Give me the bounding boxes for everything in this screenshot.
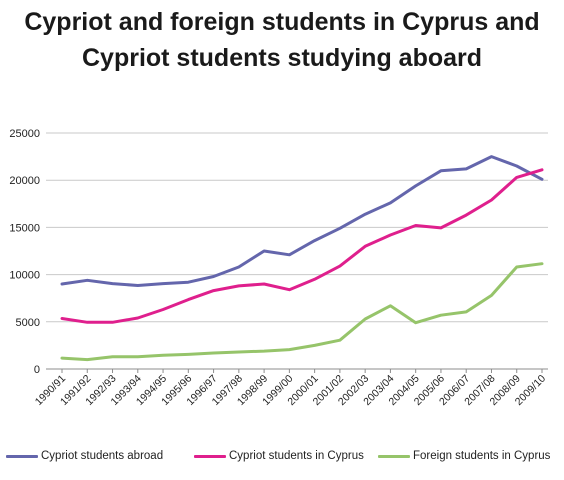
y-tick-label: 10000: [9, 270, 40, 282]
series-line-cyprus: [60, 168, 544, 324]
x-tick-labels: 1990/911991/921992/931993/941994/951995/…: [33, 373, 548, 408]
legend-item-abroad: Cypriot students abroad: [6, 446, 163, 466]
legend-swatch-abroad: [6, 454, 38, 458]
gridlines: [46, 132, 548, 323]
y-tick-label: 5000: [16, 317, 40, 329]
legend-item-cyprus: Cypriot students in Cyprus: [194, 446, 364, 466]
y-tick-label: 15000: [9, 222, 40, 234]
series-line-abroad: [60, 155, 544, 287]
legend-label-abroad: Cypriot students abroad: [41, 450, 164, 462]
legend-item-foreign: Foreign students in Cyprus: [378, 446, 550, 466]
y-tick-label: 0: [34, 364, 40, 376]
y-tick-label: 25000: [9, 128, 40, 140]
chart-title: Cypriot and foreign students in Cyprus a…: [0, 4, 564, 76]
series-line-foreign: [60, 262, 544, 362]
series-lines: [60, 155, 544, 362]
chart-title-line-1: Cypriot and foreign students in Cyprus a…: [24, 8, 540, 36]
y-tick-labels: 0 5000 10000 15000 20000 25000: [9, 128, 40, 376]
legend-swatch-foreign: [378, 454, 410, 458]
legend-label-foreign: Foreign students in Cyprus: [413, 450, 551, 462]
axes: [46, 368, 548, 373]
legend-swatch-cyprus: [194, 454, 226, 458]
y-tick-label: 20000: [9, 175, 40, 187]
legend: Cypriot students abroad Cypriot students…: [6, 446, 564, 466]
legend-label-cyprus: Cypriot students in Cyprus: [229, 450, 364, 462]
chart-title-line-2: Cypriot students studying aboard: [81, 44, 483, 72]
